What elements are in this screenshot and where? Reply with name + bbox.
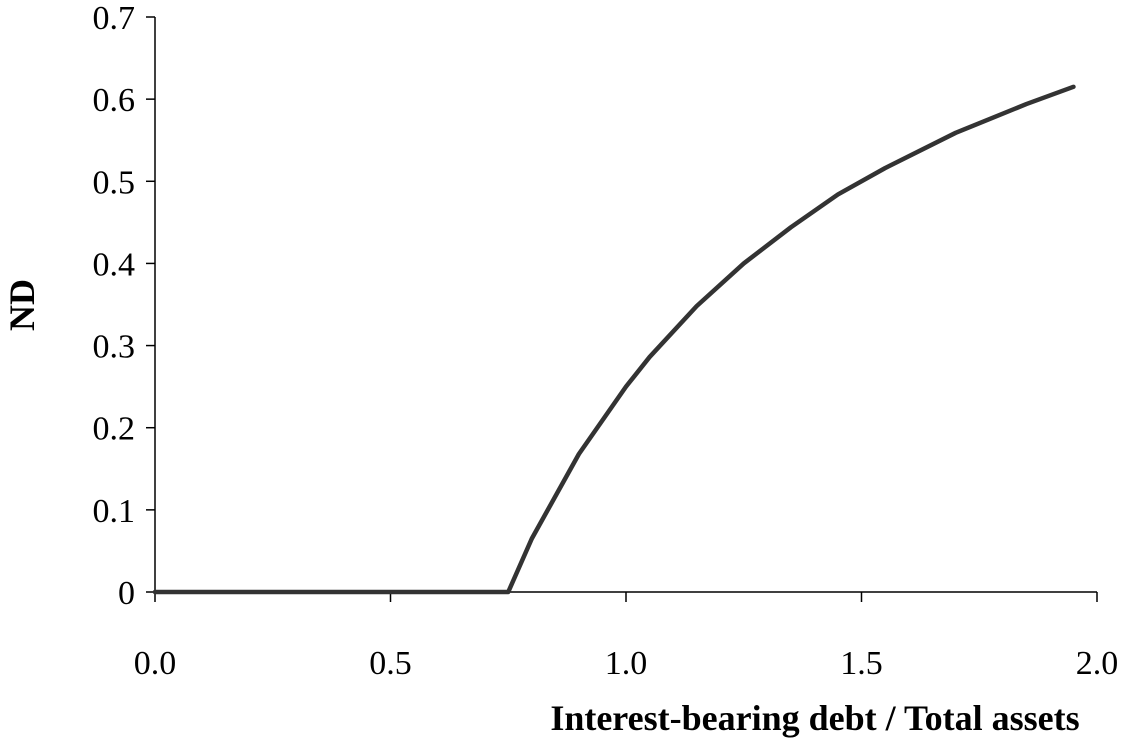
y-tick-label: 0.3 — [93, 329, 136, 366]
x-tick-label: 2.0 — [1076, 645, 1119, 682]
x-tick-label: 0.0 — [134, 645, 177, 682]
plot-area: 0 0.1 0.2 0.3 0.4 0.5 0.6 0.7 0.0 0.5 1.0 1.5 2.0 — [93, 0, 1119, 682]
x-tick-label: 1.0 — [605, 645, 648, 682]
y-axis-title: ND — [2, 279, 42, 331]
y-tick-label: 0 — [118, 575, 135, 612]
x-tick-label: 1.5 — [840, 645, 883, 682]
y-tick-label: 0.1 — [93, 493, 136, 530]
y-tick-label: 0.5 — [93, 164, 136, 201]
x-tick-label: 0.5 — [369, 645, 412, 682]
y-tick-label: 0.7 — [93, 0, 136, 37]
x-axis-title: Interest-bearing debt / Total assets — [550, 698, 1079, 738]
series-line — [152, 84, 1076, 595]
y-tick-label: 0.4 — [93, 246, 136, 283]
y-tick-label: 0.6 — [93, 82, 136, 119]
y-tick-label: 0.2 — [93, 411, 136, 448]
